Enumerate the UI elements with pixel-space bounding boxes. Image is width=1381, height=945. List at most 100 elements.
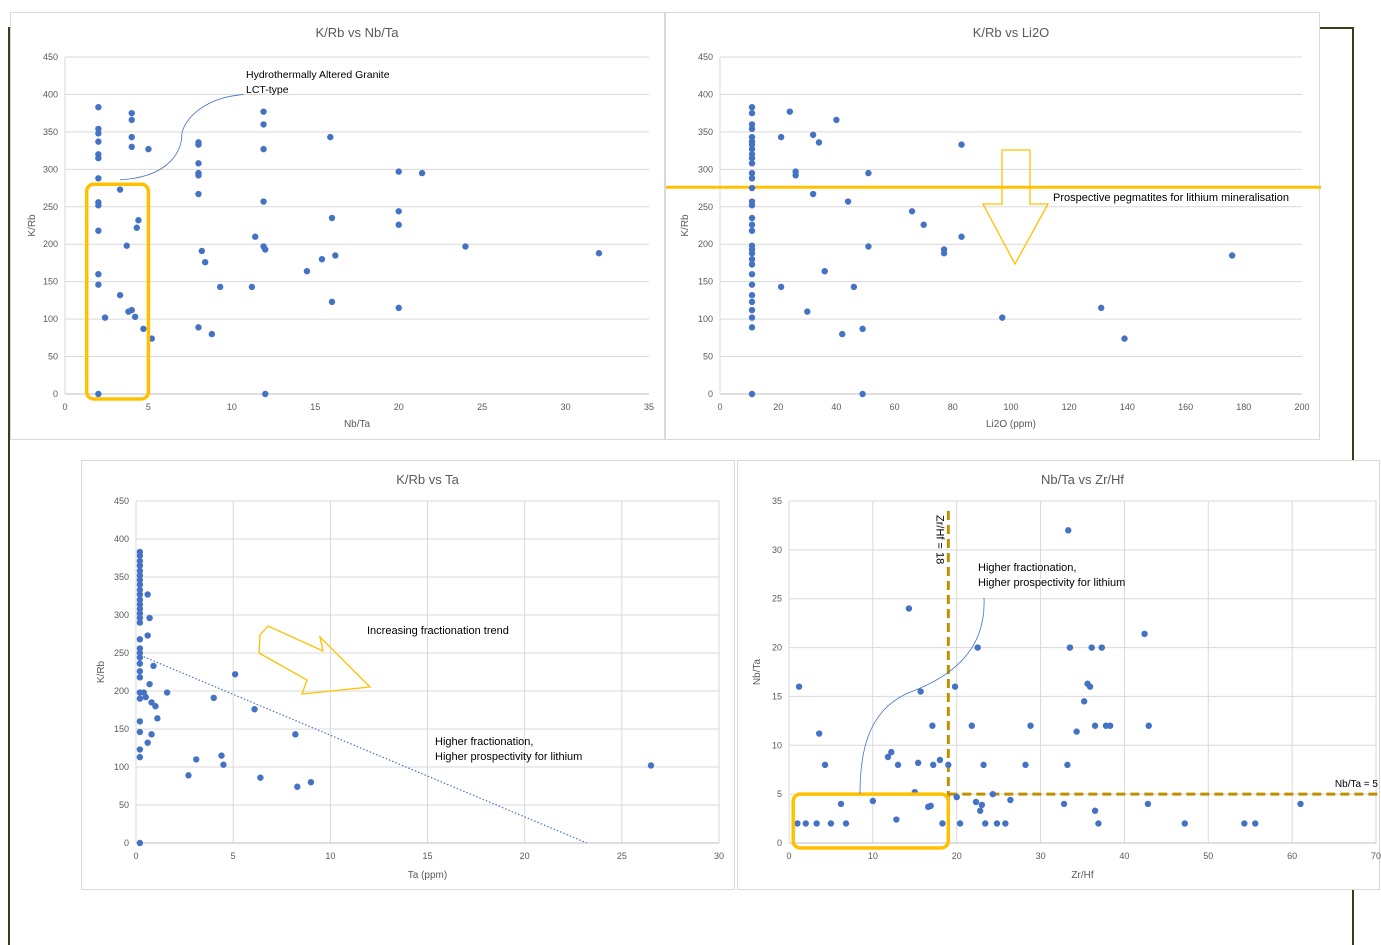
data-point — [894, 761, 902, 769]
data-point — [1066, 644, 1074, 651]
y-tick-label: 0 — [708, 389, 713, 399]
data-point — [974, 644, 981, 651]
y-tick-label: 350 — [698, 127, 713, 137]
data-point — [1241, 820, 1248, 827]
data-point — [748, 291, 756, 299]
data-point — [144, 739, 151, 746]
data-point — [893, 816, 900, 823]
annotation-label: Higher prospectivity for lithium — [978, 577, 1125, 589]
x-axis-label: Zr/Hf — [1071, 870, 1093, 881]
data-point — [248, 283, 256, 291]
data-point — [795, 683, 803, 690]
chart-title: K/Rb vs Ta — [396, 472, 459, 487]
x-tick-label: 10 — [227, 402, 237, 412]
data-point — [1297, 800, 1304, 808]
data-point — [95, 130, 102, 137]
chart-svg: 0 20 40 60 80 100 120 140 160 180 200 0 50 100 150 200 2… — [666, 25, 1321, 430]
data-point — [777, 133, 785, 141]
data-point — [327, 133, 334, 141]
data-point — [980, 761, 987, 769]
data-point — [748, 256, 756, 263]
data-point — [809, 190, 817, 198]
data-point — [748, 154, 756, 162]
data-point — [136, 591, 144, 598]
data-point — [917, 688, 924, 695]
data-point — [1022, 761, 1029, 769]
annotation-leader-line — [120, 94, 244, 181]
y-tick-label: 50 — [703, 352, 713, 362]
annotation-leader-line — [859, 597, 985, 795]
x-tick-label: 5 — [231, 851, 236, 861]
data-point — [1098, 304, 1105, 312]
x-tick-label: 30 — [1036, 851, 1046, 861]
data-point — [804, 308, 811, 315]
y-tick-label: 0 — [777, 838, 782, 848]
y-tick-label: 450 — [114, 496, 129, 506]
data-point — [95, 103, 102, 111]
data-point — [148, 731, 155, 738]
data-point — [154, 715, 161, 722]
data-point — [958, 141, 965, 148]
data-point — [748, 227, 756, 234]
x-tick-label: 50 — [1203, 851, 1213, 861]
data-point — [216, 283, 224, 291]
data-point — [136, 645, 144, 652]
y-tick-label: 50 — [48, 352, 58, 362]
data-point — [195, 160, 202, 167]
data-point — [292, 731, 299, 738]
chart-svg: 0 5 10 15 20 25 30050100150200250300350400450K… — [96, 472, 724, 881]
zr-hf-reference-label: Zr/Hf = 18 — [933, 515, 945, 564]
data-point — [1086, 683, 1094, 690]
data-point — [929, 722, 936, 729]
data-point — [128, 133, 135, 141]
data-point — [1095, 820, 1102, 827]
data-point — [748, 390, 756, 398]
x-tick-label: 60 — [1287, 851, 1297, 861]
data-point — [748, 125, 756, 133]
data-point — [201, 258, 209, 266]
data-point — [136, 619, 144, 626]
data-point — [802, 820, 809, 827]
x-tick-label: 160 — [1178, 402, 1193, 412]
data-point — [865, 169, 872, 177]
data-point — [95, 125, 102, 133]
annotation-label: Hydrothermally Altered Granite — [246, 69, 390, 81]
y-tick-label: 450 — [698, 52, 713, 62]
data-point — [815, 139, 823, 146]
data-point — [748, 214, 756, 222]
data-point — [1228, 252, 1236, 259]
data-point — [958, 233, 965, 240]
x-tick-label: 30 — [714, 851, 724, 861]
data-point — [150, 662, 157, 670]
data-point — [839, 330, 846, 338]
data-point — [1073, 728, 1080, 735]
data-point — [294, 783, 301, 790]
data-point — [939, 820, 946, 827]
data-point — [260, 198, 267, 205]
data-point — [136, 660, 144, 667]
data-point — [145, 145, 152, 153]
data-point — [908, 208, 916, 215]
data-point — [968, 722, 976, 729]
chart-title: K/Rb vs Nb/Ta — [315, 25, 399, 40]
data-point — [1141, 630, 1148, 638]
data-point — [927, 802, 934, 810]
data-point — [218, 752, 225, 759]
data-point — [1181, 820, 1189, 827]
x-tick-label: 70 — [1371, 851, 1381, 861]
data-point — [144, 632, 151, 639]
data-point — [794, 820, 801, 827]
data-point — [136, 586, 144, 594]
data-point — [748, 314, 756, 321]
data-point — [136, 581, 144, 588]
chart-title: Nb/Ta vs Zr/Hf — [1041, 472, 1124, 487]
y-tick-label: 20 — [772, 643, 782, 653]
data-point — [135, 217, 142, 224]
data-point — [395, 208, 402, 215]
data-point — [307, 779, 315, 786]
data-point — [815, 730, 823, 737]
y-tick-label: 250 — [114, 648, 129, 658]
data-point — [982, 820, 989, 827]
data-point — [956, 820, 964, 827]
y-tick-label: 150 — [43, 277, 58, 287]
